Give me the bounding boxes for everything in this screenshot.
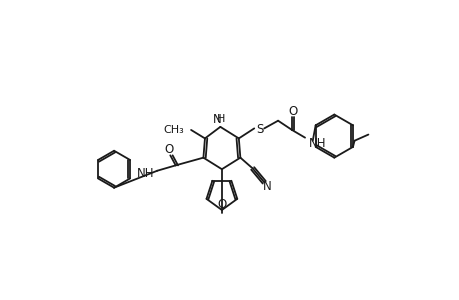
Text: N: N <box>263 180 271 193</box>
Text: H: H <box>217 114 225 124</box>
Text: CH₃: CH₃ <box>163 125 184 135</box>
Text: NH: NH <box>136 167 154 180</box>
Text: N: N <box>213 113 221 126</box>
Text: O: O <box>217 198 226 211</box>
Text: O: O <box>164 143 173 157</box>
Text: O: O <box>288 105 297 118</box>
Text: NH: NH <box>308 136 326 149</box>
Text: S: S <box>256 123 263 136</box>
